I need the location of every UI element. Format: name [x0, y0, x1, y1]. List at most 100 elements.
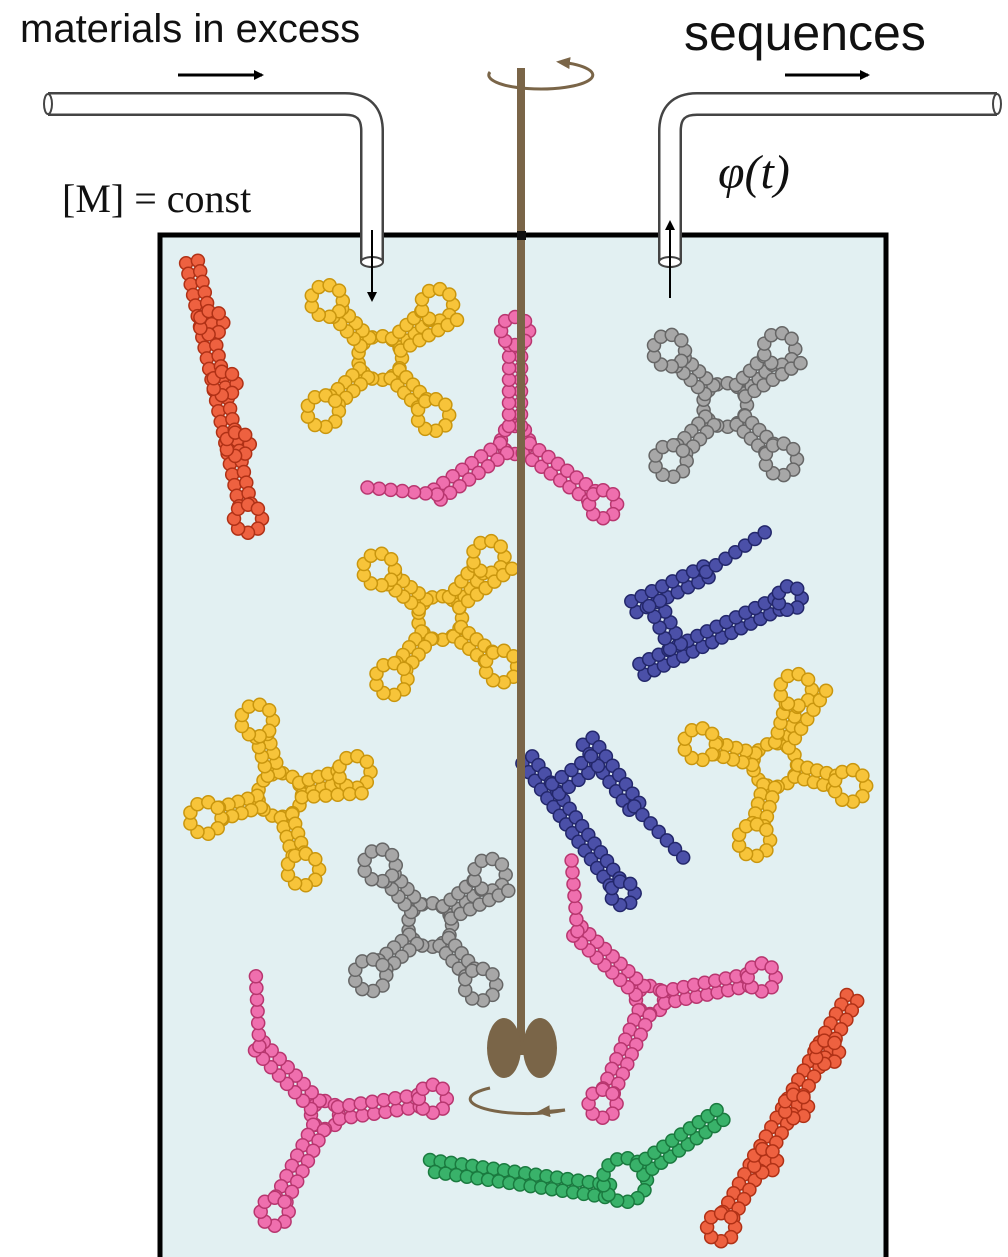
bead — [277, 1194, 292, 1210]
bead — [718, 551, 733, 566]
bead — [360, 480, 375, 495]
bead — [747, 531, 763, 547]
molecule — [624, 525, 809, 683]
bead — [590, 758, 606, 774]
bead — [757, 525, 772, 540]
bead — [566, 876, 581, 892]
bead — [784, 331, 799, 347]
bead — [605, 487, 621, 502]
molecule — [348, 842, 516, 1008]
bead — [396, 661, 412, 677]
bead — [728, 544, 743, 560]
molecule — [178, 253, 270, 540]
bead — [318, 788, 334, 803]
bead — [581, 765, 596, 781]
bead — [564, 853, 579, 868]
molecule — [247, 969, 455, 1233]
bead — [765, 1144, 780, 1159]
bead — [449, 312, 465, 328]
bead — [704, 726, 720, 742]
bead — [308, 851, 323, 867]
bead — [818, 683, 834, 699]
bead — [504, 561, 520, 576]
inlet-pipe — [43, 92, 384, 302]
molecule — [515, 730, 691, 913]
bead — [561, 779, 576, 795]
bead — [438, 397, 453, 413]
bead — [674, 333, 689, 348]
bead — [485, 967, 500, 982]
bead — [675, 850, 691, 865]
bead — [210, 800, 225, 816]
bead — [494, 857, 510, 872]
bead — [764, 960, 779, 975]
molecule — [646, 326, 808, 484]
bead — [574, 755, 589, 771]
bead — [564, 762, 579, 778]
bead — [554, 769, 569, 785]
bead — [261, 702, 277, 718]
bead — [375, 957, 390, 973]
bead — [675, 443, 691, 458]
bead — [330, 787, 345, 803]
molecule — [183, 697, 378, 893]
stirrer — [468, 57, 595, 1118]
bead — [583, 748, 599, 764]
inflow-label: materials in excess — [20, 7, 360, 51]
bead — [331, 283, 347, 298]
bead — [737, 538, 753, 553]
bead — [716, 1112, 731, 1128]
bead — [342, 786, 357, 802]
molecule — [422, 1102, 731, 1210]
bead — [359, 754, 375, 769]
bead — [708, 558, 724, 573]
bead — [327, 393, 343, 409]
bead — [294, 789, 310, 805]
concentration-label: [M] = const — [62, 176, 251, 221]
bead — [383, 551, 399, 567]
bead — [796, 1089, 811, 1105]
molecule — [564, 853, 783, 1125]
bead — [723, 1210, 739, 1225]
bead — [565, 865, 580, 880]
bead — [493, 539, 508, 554]
bead — [571, 772, 586, 788]
bead — [544, 776, 560, 792]
bead — [551, 786, 567, 802]
bead — [211, 306, 226, 321]
bead — [568, 900, 583, 915]
bead — [567, 888, 582, 904]
molecule — [677, 666, 874, 864]
bead — [605, 1086, 620, 1102]
bead — [501, 883, 516, 899]
bead — [793, 355, 808, 371]
bead — [698, 564, 714, 580]
bead — [855, 768, 870, 783]
bead — [354, 785, 369, 801]
bead — [237, 427, 253, 443]
outflow-label: sequences — [684, 5, 926, 61]
bead — [306, 789, 322, 804]
molecule — [300, 277, 465, 439]
bead — [759, 822, 774, 838]
bead — [622, 876, 638, 892]
bead — [224, 366, 240, 382]
bead — [785, 441, 801, 457]
bead — [406, 484, 422, 500]
bead — [570, 923, 585, 939]
bead — [800, 672, 816, 687]
flux-label: φ(t) — [718, 146, 790, 199]
bead — [789, 581, 805, 596]
bead — [709, 1102, 724, 1118]
molecules — [178, 253, 874, 1249]
bead — [827, 1035, 842, 1051]
bead — [435, 1081, 450, 1097]
bead — [250, 501, 266, 517]
outlet-pipe — [658, 92, 1002, 298]
molecule — [356, 533, 525, 703]
bead — [384, 847, 400, 863]
bead — [641, 598, 657, 614]
bead — [442, 287, 457, 302]
molecule — [699, 987, 865, 1249]
